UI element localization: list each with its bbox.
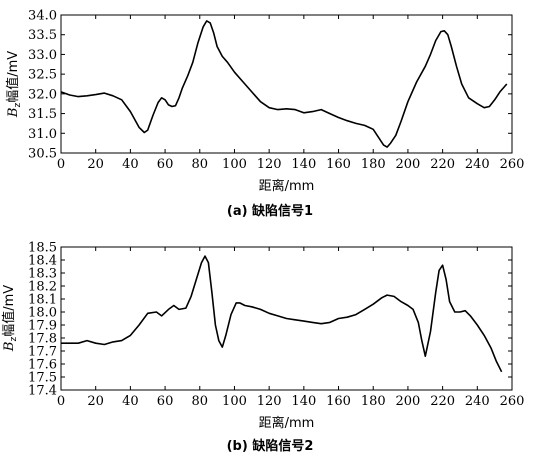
plot-area-frame [60,14,513,154]
x-tick-label: 260 [500,157,525,172]
x-tick-label: 140 [291,157,316,172]
y-ticks: 17.417.517.617.717.817.918.018.118.218.3… [28,241,512,399]
x-tick-label: 0 [57,157,65,172]
x-axis-label: 距离/mm [259,415,315,431]
y-ticks: 30.5 31.0 31.5 32.0 32.5 33.0 33.5 34.0 [28,9,512,162]
x-axis-label: 距离/mm [259,178,315,194]
y-tick-label: 18.5 [28,241,57,256]
x-tick-label: 180 [361,394,386,409]
chart-caption: (b) 缺陷信号2 [227,438,314,454]
y-tick-label: 17.5 [28,371,57,386]
y-tick-label: 31.5 [28,107,57,122]
x-tick-label: 240 [465,394,490,409]
x-tick-label: 40 [122,394,139,409]
y-tick-label: 17.9 [28,319,57,334]
y-tick-label: 31.0 [28,127,57,142]
y-tick-label: 18.3 [28,267,57,282]
y-tick-label: 17.8 [28,332,57,347]
y-tick-label: 18.1 [28,293,57,308]
signal-line [61,255,503,373]
x-tick-label: 0 [57,394,65,409]
x-tick-label: 140 [291,394,316,409]
y-axis-label: Bz幅值/mV [5,51,23,118]
x-tick-label: 60 [157,157,174,172]
x-tick-label: 120 [257,394,282,409]
chart-a: 0 20 40 60 80 100 120 140 160 180 200 220 240 260 30.… [5,9,524,220]
y-tick-label: 17.4 [28,384,57,399]
x-tick-label: 220 [430,394,455,409]
x-tick-label: 200 [396,394,421,409]
x-tick-label: 100 [222,394,247,409]
x-tick-label: 120 [257,157,282,172]
x-ticks: 0 20 40 60 80 100 120 140 160 180 200 220 240 260 [57,15,525,172]
y-tick-label: 33.5 [28,28,57,43]
chart-caption: (a) 缺陷信号1 [227,203,313,219]
x-tick-label: 100 [222,157,247,172]
x-tick-label: 40 [122,157,139,172]
x-tick-label: 20 [87,394,104,409]
x-tick-label: 160 [326,157,351,172]
x-ticks: 0 20 40 60 80 100 120 140 160 180 200 220 240 260 [57,247,525,409]
x-tick-label: 200 [396,157,421,172]
y-tick-label: 18.2 [28,280,57,295]
chart-b: 0 20 40 60 80 100 120 140 160 180 200 220 240 260 17.… [1,241,524,454]
x-tick-label: 180 [361,157,386,172]
y-tick-label: 34.0 [28,9,57,24]
y-axis-label: Bz幅值/mV [1,285,19,352]
y-tick-label: 30.5 [28,147,57,162]
x-tick-label: 240 [465,157,490,172]
x-tick-label: 160 [326,394,351,409]
y-tick-label: 18.0 [28,306,57,321]
y-tick-label: 33.0 [28,48,57,63]
x-tick-label: 80 [191,157,208,172]
y-tick-label: 32.0 [28,87,57,102]
y-tick-label: 18.4 [28,254,57,269]
plot-area-frame [60,246,513,391]
y-tick-label: 17.6 [28,358,57,373]
x-tick-label: 60 [157,394,174,409]
x-tick-label: 80 [191,394,208,409]
y-tick-label: 17.7 [28,345,57,360]
signal-line [60,20,508,148]
x-tick-label: 260 [500,394,525,409]
y-tick-label: 32.5 [28,68,57,83]
x-tick-label: 20 [87,157,104,172]
x-tick-label: 220 [430,157,455,172]
